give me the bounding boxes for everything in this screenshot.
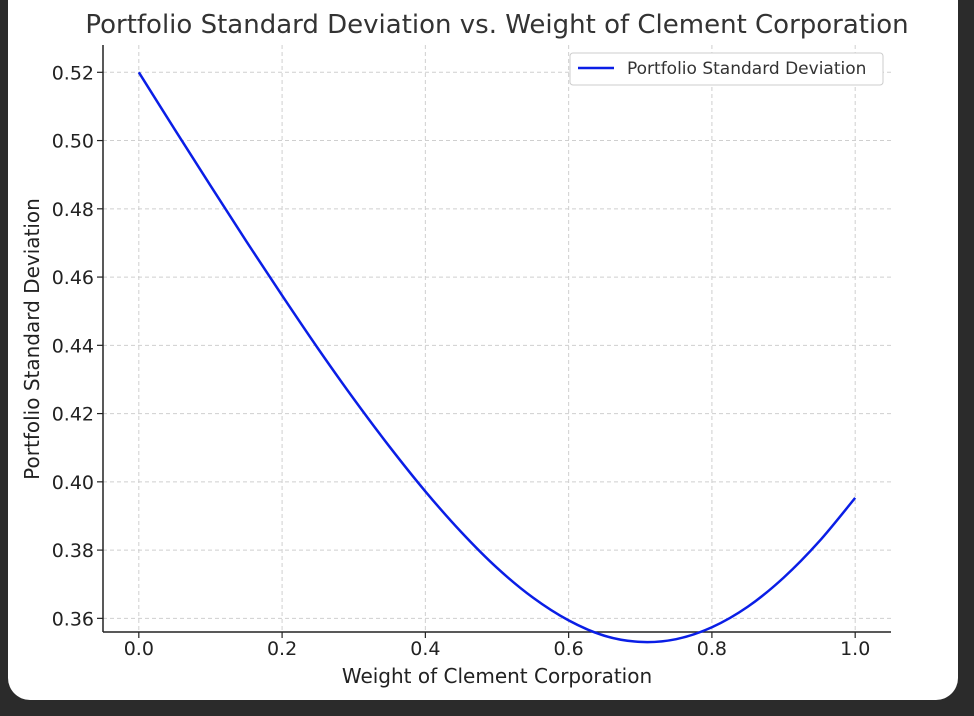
- x-tick-label: 0.4: [410, 638, 440, 660]
- x-tick-label: 0.2: [267, 638, 297, 660]
- y-tick-label: 0.50: [52, 131, 94, 153]
- y-tick-label: 0.52: [52, 62, 94, 84]
- x-tick-label: 0.6: [554, 638, 584, 660]
- axes: [102, 45, 891, 633]
- chart-legend: Portfolio Standard Deviation: [569, 52, 884, 86]
- y-tick-label: 0.44: [52, 335, 94, 357]
- x-tick-label: 1.0: [840, 638, 870, 660]
- series-line-0: [137, 71, 857, 644]
- chart-card: Portfolio Standard Deviation vs. Weight …: [8, 0, 958, 700]
- x-tick-label: 0.0: [124, 638, 154, 660]
- y-tick-label: 0.46: [52, 267, 94, 289]
- x-axis-label: Weight of Clement Corporation: [342, 664, 652, 688]
- x-axis-ticks: 0.0 0.2 0.4 0.6 0.8 1.0: [124, 632, 870, 660]
- x-tick-label: 0.8: [697, 638, 727, 660]
- line-chart: Portfolio Standard Deviation vs. Weight …: [20, 10, 909, 688]
- chart-title: Portfolio Standard Deviation vs. Weight …: [85, 10, 908, 40]
- legend-box: [569, 52, 884, 86]
- y-tick-label: 0.42: [52, 404, 94, 426]
- y-tick-label: 0.40: [52, 472, 94, 494]
- y-tick-label: 0.36: [52, 608, 94, 630]
- y-tick-label: 0.48: [52, 199, 94, 221]
- y-axis-label: Portfolio Standard Deviation: [20, 198, 44, 480]
- series-group: [137, 71, 857, 644]
- legend-label: Portfolio Standard Deviation: [627, 59, 866, 79]
- grid-lines: [103, 45, 891, 632]
- y-tick-label: 0.38: [52, 540, 94, 562]
- y-axis-ticks: 0.36 0.38 0.40 0.42 0.44 0.46 0.48 0.50 0.52: [52, 62, 103, 630]
